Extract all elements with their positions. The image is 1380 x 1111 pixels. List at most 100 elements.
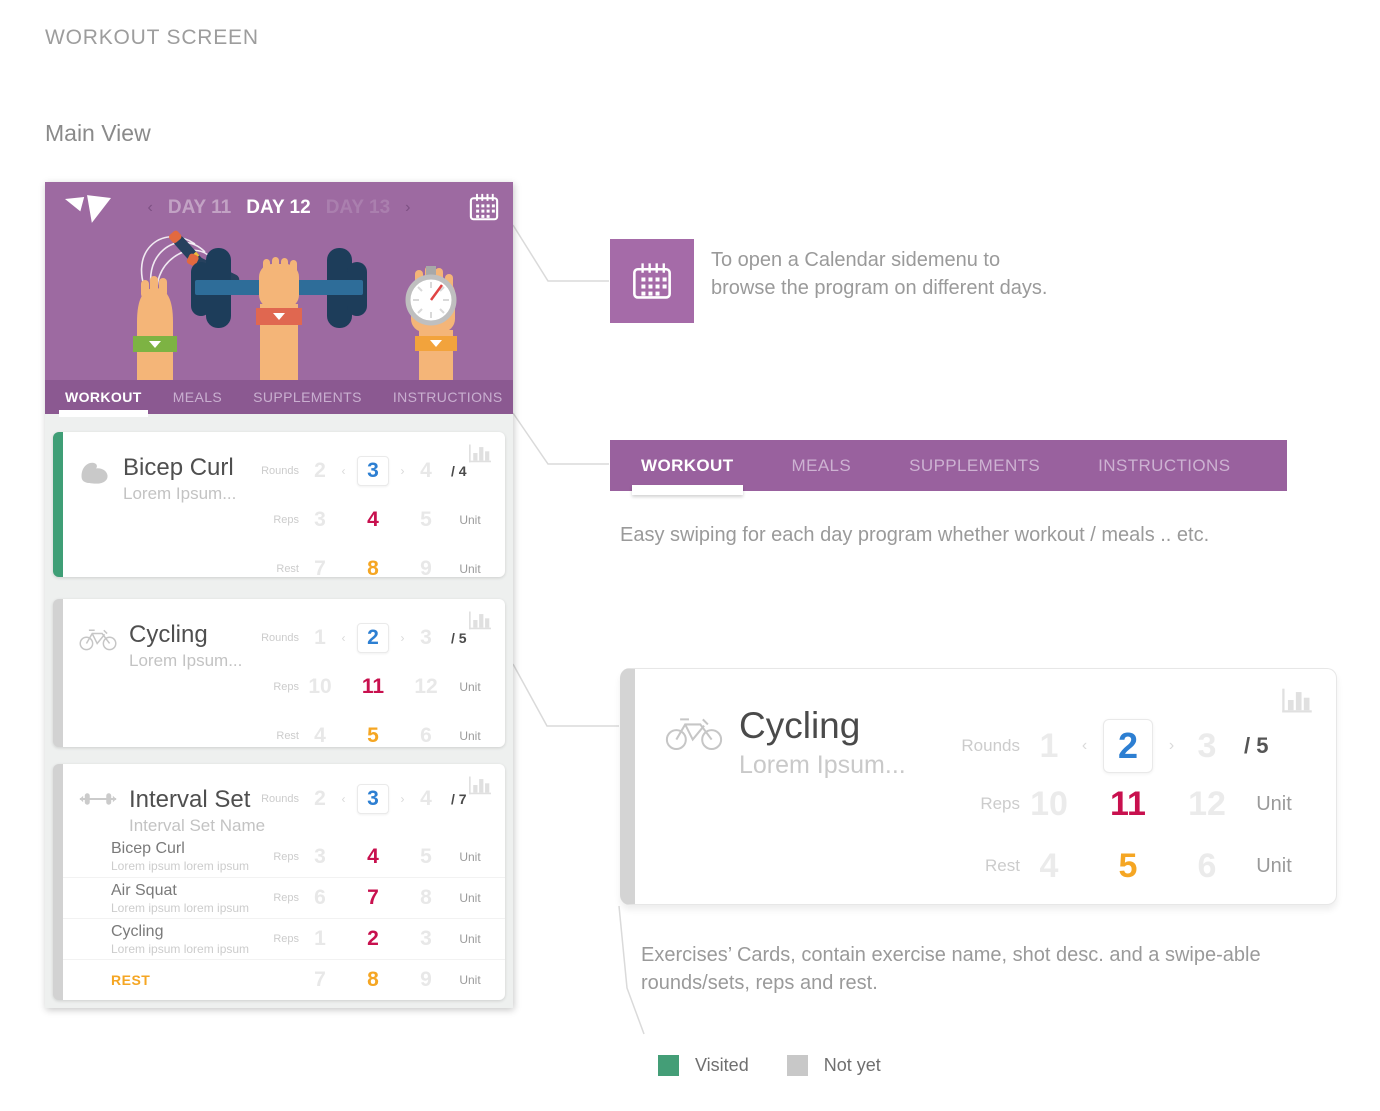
rounds-stepper[interactable]: Rounds 2 ‹ 3 › 4 / 4 — [251, 454, 495, 488]
rest-stepper[interactable]: Rest 4 5 6 Unit — [948, 843, 1312, 889]
bar-chart-icon[interactable] — [467, 442, 493, 469]
enlarged-cycling-card: Cycling Lorem Ipsum... Rounds 1 ‹ 2 › 3 … — [620, 668, 1337, 905]
reps-current-value[interactable]: 7 — [367, 886, 379, 909]
tab-supplements[interactable]: SUPPLEMENTS — [909, 455, 1041, 475]
rest-current-value[interactable]: 8 — [367, 968, 379, 991]
rest-prev-value[interactable]: 4 — [314, 724, 326, 747]
reps-stepper[interactable]: Reps 10 11 12 Unit — [251, 670, 495, 704]
calendar-icon[interactable] — [469, 193, 499, 226]
reps-stepper[interactable]: Reps 3 4 5 Unit — [251, 503, 495, 537]
rounds-next-value[interactable]: 3 — [420, 626, 432, 649]
rounds-current-value[interactable]: 3 — [357, 784, 389, 814]
bicycle-icon — [665, 713, 723, 780]
rest-stepper[interactable]: Rest 4 5 6 Unit — [251, 719, 495, 753]
tab-workout[interactable]: WORKOUT — [59, 389, 148, 417]
prev-day-arrow-icon[interactable]: ‹ — [147, 199, 153, 216]
rounds-current-value[interactable]: 2 — [357, 623, 389, 653]
rest-label: Rest — [985, 856, 1020, 875]
interval-row-rest[interactable]: REST 7 8 9 Unit — [63, 959, 505, 1000]
reps-current-value[interactable]: 2 — [367, 927, 379, 950]
rounds-prev-value[interactable]: 2 — [314, 787, 326, 810]
rounds-stepper[interactable]: Rounds 1 ‹ 2 › 3 / 5 — [251, 621, 495, 655]
exercise-card-cycling[interactable]: Cycling Lorem Ipsum... Rounds 1 ‹ — [53, 599, 505, 747]
interval-exercise-desc: Lorem ipsum lorem ipsum — [111, 900, 250, 915]
reps-next-value[interactable]: 5 — [420, 508, 432, 531]
rounds-next-value[interactable]: 4 — [420, 787, 432, 810]
exercise-card-interval-set[interactable]: Interval Set Interval Set Name Rounds 2 … — [53, 764, 505, 1000]
next-day-arrow-icon[interactable]: › — [405, 199, 411, 216]
reps-current-value[interactable]: 11 — [1110, 784, 1146, 823]
rest-current-value[interactable]: 5 — [367, 724, 379, 747]
tab-meals[interactable]: MEALS — [172, 389, 223, 405]
bar-chart-icon[interactable] — [467, 609, 493, 636]
rounds-next-value[interactable]: 4 — [420, 459, 432, 482]
reps-prev-value[interactable]: 3 — [314, 508, 326, 531]
reps-next-value[interactable]: 3 — [420, 927, 432, 950]
interval-row-cycling[interactable]: Cycling Lorem ipsum lorem ipsum Reps 1 2… — [63, 918, 505, 959]
stepper-left-arrow[interactable]: ‹ — [341, 792, 346, 806]
rest-prev-value[interactable]: 7 — [314, 968, 326, 991]
annotation-tab-bar: WORKOUT MEALS SUPPLEMENTS INSTRUCTIONS — [610, 440, 1287, 495]
tab-workout[interactable]: WORKOUT — [632, 455, 742, 495]
rest-prev-value[interactable]: 7 — [314, 557, 326, 580]
reps-unit: Unit — [459, 680, 481, 694]
day-navigation: ‹ DAY 11 DAY 12 DAY 13 › — [45, 197, 513, 219]
bar-chart-icon[interactable] — [1280, 685, 1314, 720]
rounds-prev-value[interactable]: 1 — [1039, 726, 1059, 765]
day-prev[interactable]: DAY 11 — [167, 197, 232, 218]
stepper-left-arrow[interactable]: ‹ — [1081, 737, 1088, 754]
tab-meals[interactable]: MEALS — [791, 455, 852, 475]
reps-next-value[interactable]: 5 — [420, 844, 432, 868]
rest-stepper[interactable]: Rest 7 8 9 Unit — [251, 552, 495, 586]
rest-next-value[interactable]: 9 — [420, 557, 432, 580]
reps-prev-value[interactable]: 1 — [314, 927, 326, 950]
rest-prev-value[interactable]: 4 — [1039, 846, 1059, 885]
reps-next-value[interactable]: 12 — [1188, 784, 1226, 823]
rest-current-value[interactable]: 5 — [1118, 846, 1138, 885]
rest-next-value[interactable]: 6 — [1197, 846, 1217, 885]
reps-prev-value[interactable]: 10 — [1030, 784, 1068, 823]
interval-row-air-squat[interactable]: Air Squat Lorem ipsum lorem ipsum Reps 6… — [63, 877, 505, 918]
day-next[interactable]: DAY 13 — [325, 197, 391, 218]
rounds-stepper[interactable]: Rounds 2 ‹ 3 › 4 / 7 — [251, 782, 495, 816]
rounds-next-value[interactable]: 3 — [1197, 726, 1217, 765]
rounds-prev-value[interactable]: 2 — [314, 459, 326, 482]
tab-instructions[interactable]: INSTRUCTIONS — [392, 389, 503, 405]
interval-exercise-name: Cycling — [111, 922, 164, 940]
reps-unit: Unit — [459, 849, 481, 864]
reps-prev-value[interactable]: 10 — [308, 675, 332, 698]
exercise-subtitle: Lorem Ipsum... — [123, 484, 237, 503]
status-legend: Visited Not yet — [658, 1055, 919, 1076]
interval-row-bicep-curl[interactable]: Bicep Curl Lorem ipsum lorem ipsum Reps … — [63, 836, 505, 877]
stepper-left-arrow[interactable]: ‹ — [341, 464, 346, 478]
stepper-right-arrow[interactable]: › — [1168, 737, 1175, 754]
reps-next-value[interactable]: 12 — [414, 675, 438, 698]
reps-stepper[interactable]: Reps 3 4 5 Unit — [251, 845, 495, 869]
rounds-current-value[interactable]: 2 — [1102, 719, 1154, 773]
rest-next-value[interactable]: 9 — [420, 968, 432, 991]
reps-stepper[interactable]: Reps 6 7 8 Unit — [251, 886, 495, 910]
stepper-right-arrow[interactable]: › — [400, 464, 405, 478]
rounds-current-value[interactable]: 3 — [357, 456, 389, 486]
reps-next-value[interactable]: 8 — [420, 886, 432, 909]
card-stats: Rounds 1 ‹ 2 › 3 / 5 Reps 10 11 12 Unit … — [948, 719, 1312, 889]
stepper-right-arrow[interactable]: › — [400, 631, 405, 645]
reps-stepper[interactable]: Reps 1 2 3 Unit — [251, 927, 495, 951]
rest-next-value[interactable]: 6 — [420, 724, 432, 747]
stepper-left-arrow[interactable]: ‹ — [341, 631, 346, 645]
reps-current-value[interactable]: 4 — [367, 508, 379, 531]
bar-chart-icon[interactable] — [467, 774, 493, 801]
reps-current-value[interactable]: 11 — [361, 675, 385, 698]
tab-instructions[interactable]: INSTRUCTIONS — [1098, 455, 1231, 475]
rest-stepper[interactable]: 7 8 9 Unit — [251, 968, 495, 992]
rest-current-value[interactable]: 8 — [367, 557, 379, 580]
tab-supplements[interactable]: SUPPLEMENTS — [253, 389, 362, 405]
rounds-prev-value[interactable]: 1 — [314, 626, 326, 649]
reps-stepper[interactable]: Reps 10 11 12 Unit — [948, 781, 1312, 827]
rounds-stepper[interactable]: Rounds 1 ‹ 2 › 3 / 5 — [948, 719, 1312, 773]
reps-prev-value[interactable]: 6 — [314, 886, 326, 909]
stepper-right-arrow[interactable]: › — [400, 792, 405, 806]
exercise-card-bicep-curl[interactable]: Bicep Curl Lorem Ipsum... Rounds 2 ‹ — [53, 432, 505, 580]
reps-prev-value[interactable]: 3 — [314, 844, 326, 868]
reps-current-value[interactable]: 4 — [367, 844, 379, 868]
